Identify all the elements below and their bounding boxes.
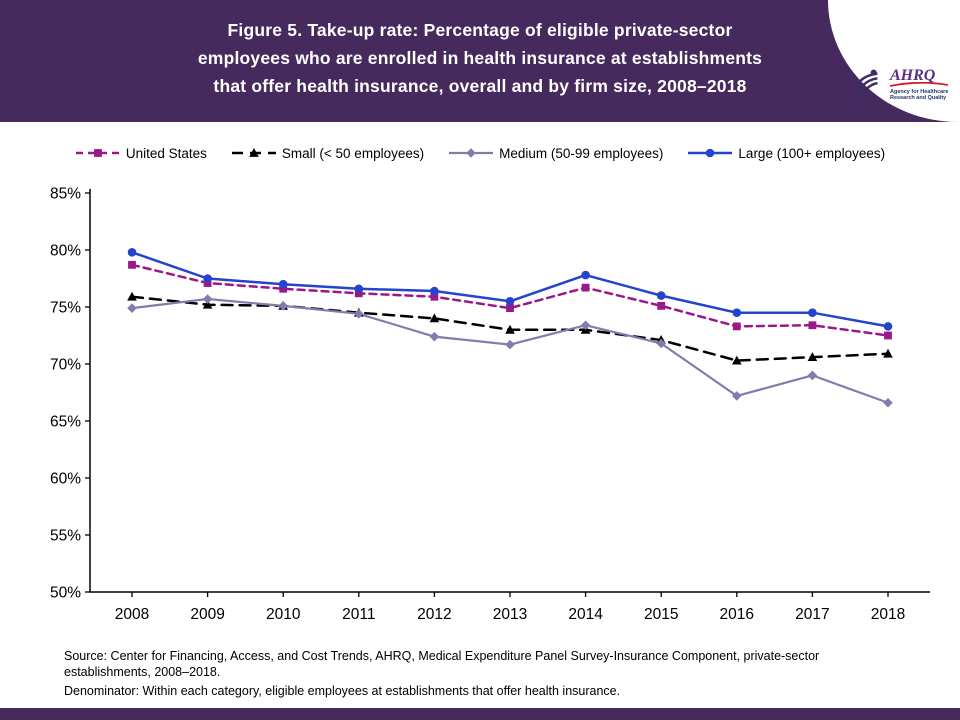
data-point-s3	[430, 286, 439, 296]
x-tick-label: 2012	[417, 606, 451, 623]
legend-item-1: Small (< 50 employees)	[231, 146, 424, 161]
legend-sample-icon	[688, 148, 733, 158]
legend-sample-icon	[75, 149, 120, 157]
data-point-s0	[203, 279, 212, 287]
data-point-s0	[884, 331, 892, 340]
data-point-s3	[203, 274, 212, 283]
data-point-s0	[506, 304, 514, 313]
x-tick-label: 2010	[266, 606, 301, 623]
data-point-s1	[732, 355, 742, 365]
bottom-accent-bar	[0, 708, 960, 720]
data-point-s2	[278, 301, 288, 311]
data-point-s0	[354, 289, 363, 298]
ahrq-tagline-1: Agency for Healthcare	[890, 89, 949, 95]
ahrq-logo: AHRQ Agency for Healthcare Research and …	[890, 68, 954, 101]
data-point-s1	[429, 313, 440, 323]
series-line-0	[130, 263, 890, 337]
legend-item-3: Large (100+ employees)	[687, 146, 885, 161]
legend-label: United States	[125, 145, 207, 161]
header-banner: Figure 5. Take-up rate: Percentage of el…	[0, 0, 960, 122]
data-point-s2	[656, 338, 666, 349]
logo-group: AHRQ Agency for Healthcare Research and …	[838, 62, 956, 118]
data-point-s2	[883, 397, 893, 408]
data-point-s3	[808, 308, 817, 317]
data-point-s3	[732, 308, 742, 317]
x-tick-label: 2014	[568, 606, 603, 623]
y-tick-label: 80%	[50, 243, 81, 260]
y-tick-label: 50%	[50, 585, 81, 602]
data-point-s3	[581, 270, 590, 280]
x-tick-label: 2011	[342, 606, 375, 623]
ahrq-swoosh-icon	[890, 82, 949, 87]
x-tick-label: 2018	[871, 606, 905, 623]
hhs-eagle-icon	[851, 69, 878, 100]
source-note: Source: Center for Financing, Access, an…	[64, 648, 900, 701]
data-point-s2	[807, 370, 818, 381]
data-point-s1	[505, 324, 515, 334]
legend-label: Small (< 50 employees)	[281, 145, 425, 161]
x-tick-label: 2008	[115, 606, 149, 623]
takeup-rate-line-chart: 85% 80% 75% 70% 65% 60% 55% 50% 2008 2009 2010 2011…	[50, 186, 930, 623]
page-title: Figure 5. Take-up rate: Percentage of el…	[0, 16, 960, 100]
data-point-s2	[202, 294, 213, 304]
data-point-s2	[732, 391, 742, 401]
legend-label: Large (100+ employees)	[738, 145, 886, 161]
data-point-s1	[883, 348, 893, 358]
data-point-s0	[808, 321, 817, 330]
data-point-s3	[883, 322, 893, 331]
data-point-s2	[580, 320, 591, 331]
data-point-s1	[807, 352, 818, 362]
data-point-s0	[657, 301, 666, 310]
data-point-s1	[202, 299, 213, 309]
title-line-1: Figure 5. Take-up rate: Percentage of el…	[227, 20, 733, 40]
data-point-s3	[505, 297, 515, 306]
y-tick-label: 70%	[50, 357, 81, 374]
series-line-2	[130, 297, 890, 404]
legend-sample-icon	[449, 148, 494, 158]
data-point-s2	[429, 331, 440, 342]
legend-label: Medium (50-99 employees)	[499, 145, 664, 161]
data-point-s0	[430, 292, 439, 301]
x-tick-label: 2009	[190, 606, 224, 623]
data-point-s0	[732, 322, 741, 331]
data-point-s2	[505, 339, 515, 350]
ahrq-wordmark: AHRQ	[890, 67, 936, 84]
y-tick-label: 65%	[50, 414, 81, 431]
denominator-text: Denominator: Within each category, eligi…	[64, 683, 621, 698]
ahrq-tagline-2: Research and Quality	[890, 95, 947, 101]
series-line-3	[130, 251, 890, 328]
logo-corner: AHRQ Agency for Healthcare Research and …	[828, 0, 960, 122]
chart-legend: United States Small (< 50 employees) Mediu…	[0, 142, 960, 164]
y-tick-label: 75%	[50, 300, 81, 317]
data-point-s0	[128, 260, 136, 269]
source-text: Source: Center for Financing, Access, an…	[64, 649, 820, 680]
title-line-3: that offer health insurance, overall and…	[213, 76, 747, 96]
x-tick-label: 2015	[644, 606, 678, 623]
x-tick-label: 2013	[493, 606, 527, 623]
x-tick-label: 2016	[720, 606, 754, 623]
data-point-s3	[278, 279, 288, 289]
data-point-s1	[127, 291, 137, 301]
data-point-s3	[354, 284, 364, 294]
y-tick-label: 60%	[50, 471, 81, 488]
data-point-s2	[354, 309, 364, 319]
legend-item-2: Medium (50-99 employees)	[448, 146, 663, 161]
x-tick-label: 2017	[795, 606, 829, 623]
data-point-s0	[279, 284, 288, 293]
legend-item-0: United States	[75, 146, 207, 161]
legend-sample-icon	[231, 148, 276, 157]
data-point-s3	[127, 247, 137, 257]
y-tick-label: 85%	[50, 186, 81, 203]
data-point-s0	[581, 283, 590, 292]
title-line-2: employees who are enrolled in health ins…	[197, 48, 763, 68]
data-point-s2	[127, 303, 137, 313]
y-tick-label: 55%	[50, 528, 81, 545]
data-point-s3	[656, 291, 666, 300]
